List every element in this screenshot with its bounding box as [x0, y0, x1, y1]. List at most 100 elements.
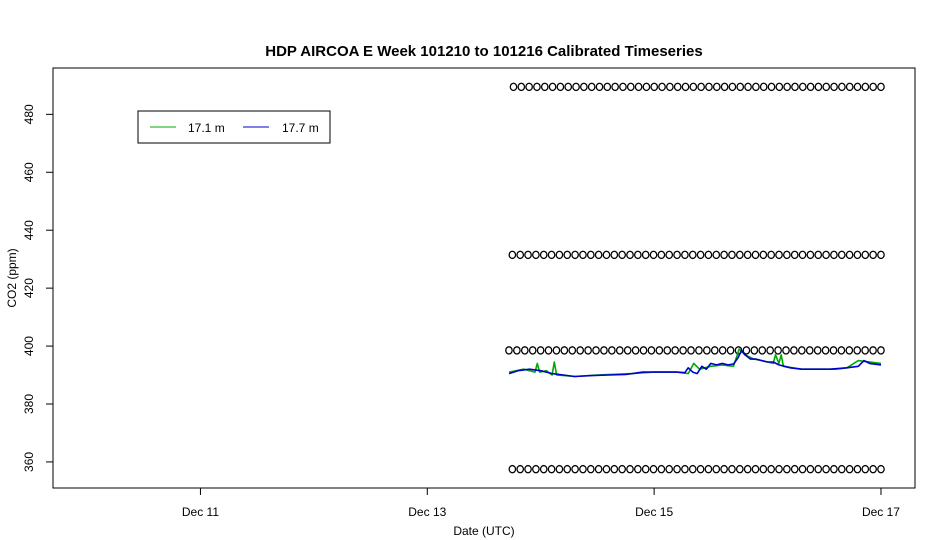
- calibration-point: [861, 464, 870, 474]
- calibration-point: [595, 82, 604, 92]
- calibration-point: [639, 346, 648, 355]
- calibration-point: [555, 250, 564, 260]
- calibration-point: [790, 250, 799, 260]
- calibration-point: [798, 82, 807, 92]
- calibration-point: [697, 82, 705, 92]
- calibration-point: [752, 82, 760, 92]
- calibration-point: [735, 250, 744, 260]
- calibration-point: [525, 82, 533, 92]
- calibration-point: [720, 250, 728, 260]
- calibration-point: [657, 464, 666, 474]
- y-tick-label: 460: [22, 162, 36, 182]
- calibration-point: [759, 464, 768, 474]
- calibration-point: [814, 464, 823, 474]
- calibration-point: [650, 82, 659, 92]
- calibration-point: [673, 250, 681, 260]
- calibration-point: [806, 464, 815, 474]
- calibration-point: [540, 82, 549, 92]
- calibration-point: [877, 464, 885, 474]
- calibration-point: [671, 346, 680, 355]
- calibration-point: [594, 464, 603, 474]
- calibration-point: [877, 250, 885, 260]
- calibration-point: [688, 250, 697, 260]
- calibration-point: [602, 250, 611, 260]
- calibration-point: [728, 464, 736, 474]
- legend: 17.1 m 17.7 m: [137, 110, 331, 144]
- calibration-point: [877, 346, 885, 355]
- calibration-point: [775, 250, 783, 260]
- calibration-point: [822, 82, 831, 92]
- calibration-point: [837, 464, 846, 474]
- calibration-point: [626, 464, 634, 474]
- x-tick-label: Dec 11: [182, 505, 219, 519]
- calibration-point: [861, 250, 870, 260]
- series-line: [508, 349, 882, 378]
- calibration-point: [837, 250, 846, 260]
- x-axis-label: Date (UTC): [453, 524, 514, 538]
- calibration-point: [560, 346, 569, 355]
- calibration-point: [853, 464, 862, 474]
- calibration-point: [783, 250, 791, 260]
- calibration-point: [586, 250, 595, 260]
- calibration-point: [524, 464, 532, 474]
- calibration-point: [712, 82, 721, 92]
- calibration-point: [750, 346, 759, 355]
- calibration-point: [687, 346, 695, 355]
- calibration-point: [869, 250, 877, 260]
- calibration-point: [564, 82, 573, 92]
- calibration-point: [568, 346, 577, 355]
- calibration-point: [766, 346, 775, 355]
- calibration-point: [544, 346, 553, 355]
- calibration-point: [516, 464, 525, 474]
- calibration-point: [805, 346, 814, 355]
- calibration-point: [618, 464, 627, 474]
- calibration-point: [610, 250, 619, 260]
- calibration-point: [611, 82, 619, 92]
- calibration-point: [783, 82, 791, 92]
- calibration-point: [712, 464, 721, 474]
- calibration-point: [736, 82, 745, 92]
- calibration-point: [681, 250, 689, 260]
- x-tick-label: Dec 15: [635, 505, 673, 519]
- calibration-point: [547, 464, 556, 474]
- calibration-point: [576, 346, 585, 355]
- calibration-point: [774, 346, 782, 355]
- calibration-point: [579, 464, 587, 474]
- calibration-point: [586, 464, 595, 474]
- calibration-point: [759, 82, 768, 92]
- calibration-point: [782, 346, 790, 355]
- calibration-point: [633, 250, 642, 260]
- calibration-point: [673, 82, 682, 92]
- y-tick-label: 480: [22, 104, 36, 124]
- legend-label-17-7: 17.7 m: [282, 121, 319, 135]
- calibration-point: [520, 346, 529, 355]
- calibration-point: [509, 82, 518, 92]
- calibration-point: [587, 82, 596, 92]
- calibration-point: [853, 346, 862, 355]
- calibration-point: [517, 82, 526, 92]
- calibration-point: [673, 464, 681, 474]
- calibration-point: [790, 346, 798, 355]
- calibration-point: [814, 250, 823, 260]
- y-tick-label: 440: [22, 220, 36, 240]
- calibration-point: [602, 464, 611, 474]
- calibration-point: [508, 250, 517, 260]
- calibration-point: [710, 346, 719, 355]
- calibration-point: [505, 346, 513, 355]
- calibration-point: [830, 82, 838, 92]
- calibration-point: [528, 346, 537, 355]
- calibration-point: [830, 250, 838, 260]
- calibration-point: [647, 346, 656, 355]
- calibration-point: [580, 82, 588, 92]
- calibration-point: [821, 346, 830, 355]
- calibration-point: [513, 346, 521, 355]
- calibration-point: [572, 82, 580, 92]
- y-axis: 360 380 400 420 440 460 480: [22, 104, 53, 472]
- calibration-point: [681, 464, 689, 474]
- calibration-point: [743, 464, 752, 474]
- chart-title: HDP AIRCOA E Week 101210 to 101216 Calib…: [265, 43, 702, 60]
- calibration-point: [600, 346, 608, 355]
- calibration-point: [726, 346, 735, 355]
- calibration-point: [704, 250, 713, 260]
- calibration-point: [536, 346, 545, 355]
